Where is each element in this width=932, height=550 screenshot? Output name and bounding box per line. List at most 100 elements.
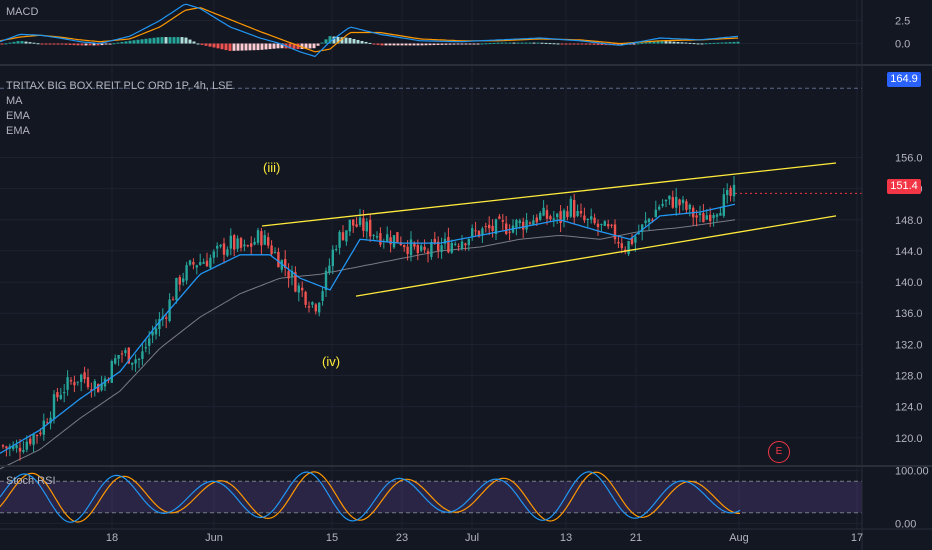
candle-body [117,355,119,359]
macd-histogram-bar [497,43,500,44]
macd-histogram-bar [21,41,24,43]
y-tick-label: 124.0 [895,402,923,414]
candle-body [372,235,374,236]
macd-histogram-bar [737,42,740,44]
x-tick-label: 13 [560,532,572,544]
candle-body [359,218,361,225]
candle-body [338,232,340,248]
candle-body [216,246,218,249]
macd-histogram-bar [457,44,460,45]
x-tick-label: Jun [205,532,223,544]
candle-body [597,224,599,227]
candle-body [39,433,41,434]
macd-histogram-bar [41,44,44,45]
macd-histogram-bar [25,42,28,44]
candle-body [600,224,602,225]
candle-body [590,216,592,219]
candle-body [678,200,680,206]
candle-body [56,392,58,397]
macd-histogram-bar [633,44,636,45]
candle-body [675,197,677,208]
candle-body [121,354,123,355]
candle-body [376,236,378,237]
candle-body [53,394,55,419]
macd-histogram-bar [481,43,484,44]
macd-histogram-bar [477,44,480,45]
macd-histogram-bar [561,44,564,45]
macd-histogram-bar [369,43,372,44]
candle-body [250,243,252,246]
candle-body [230,236,232,249]
macd-histogram-bar [165,37,168,43]
candle-body [417,245,419,253]
macd-histogram-bar [117,43,120,44]
candle-body [583,215,585,220]
macd-histogram-bar [565,44,568,45]
x-tick-label: 21 [630,532,642,544]
macd-histogram-bar [349,38,352,44]
candle-body [124,350,126,353]
candle-body [287,271,289,278]
candle-body [80,375,82,382]
macd-histogram-bar [73,44,76,46]
candle-body [699,213,701,215]
macd-histogram-bar [533,43,536,44]
indicator-ema-label[interactable]: EMA [6,110,30,122]
macd-histogram-bar [425,44,428,46]
candle-body [332,250,334,266]
macd-histogram-bar [1,44,4,45]
macd-histogram-bar [393,44,396,46]
macd-histogram-bar [181,37,184,43]
earnings-marker[interactable]: E [768,441,790,463]
macd-histogram-bar [149,38,152,43]
candle-body [19,448,21,452]
macd-histogram-bar [241,44,244,51]
candle-body [318,303,320,313]
candle-body [648,219,650,222]
candle-body [549,216,551,219]
candle-body [573,200,575,218]
candle-body [172,299,174,300]
indicator-ma-label[interactable]: MA [6,95,23,107]
candle-body [468,239,470,245]
candle-body [461,241,463,248]
macd-histogram-bar [593,44,596,45]
macd-histogram-bar [725,42,728,43]
candle-body [580,211,582,214]
macd-histogram-bar [417,44,420,46]
candle-body [192,262,194,265]
macd-histogram-bar [569,44,572,45]
macd-histogram-bar [585,44,588,45]
macd-histogram-bar [709,43,712,44]
candle-body [519,221,521,224]
candle-body [165,317,167,318]
macd-histogram-bar [729,42,732,43]
candle-body [420,246,422,251]
symbol-title[interactable]: TRITAX BIG BOX REIT PLC ORD 1P, 4h, LSE [6,80,233,92]
macd-histogram-bar [137,40,140,44]
candle-body [498,216,500,218]
macd-histogram-bar [365,42,368,44]
candle-body [491,226,493,231]
indicator-ema2-label[interactable]: EMA [6,125,30,137]
candle-body [321,291,323,301]
candle-body [236,238,238,248]
candle-body [189,260,191,264]
candle-body [723,194,725,216]
macd-histogram-bar [309,44,312,49]
macd-histogram-bar [529,43,532,44]
candle-body [196,265,198,267]
macd-histogram-bar [665,41,668,43]
candle-body [634,237,636,243]
candle-body [226,249,228,255]
candle-body [614,224,616,239]
macd-histogram-bar [273,44,276,49]
macd-histogram-bar [49,44,52,45]
macd-histogram-bar [473,44,476,45]
candle-body [719,213,721,216]
candle-body [553,218,555,219]
macd-histogram-bar [57,44,60,45]
candle-body [488,225,490,228]
candle-body [706,215,708,219]
macd-histogram-bar [517,43,520,44]
